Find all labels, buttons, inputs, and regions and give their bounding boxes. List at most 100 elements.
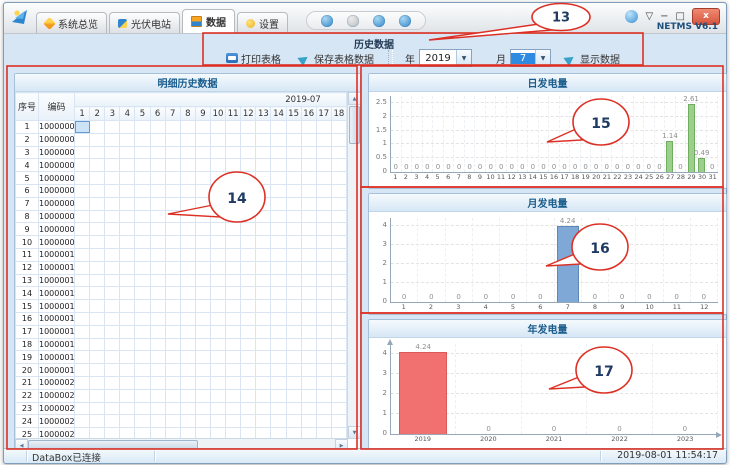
row-number-cell[interactable]: 6 (15, 183, 39, 198)
day-value-cell[interactable] (73, 375, 91, 390)
day-value-cell[interactable] (240, 260, 257, 275)
help-icon[interactable] (625, 10, 639, 23)
day-value-cell[interactable] (73, 235, 91, 249)
day-value-cell[interactable] (149, 260, 166, 275)
day-value-cell[interactable] (89, 375, 106, 390)
day-value-cell[interactable] (134, 209, 151, 224)
day-value-cell[interactable] (225, 401, 242, 416)
year-select[interactable]: 2019 ▼ (419, 49, 472, 67)
day-value-cell[interactable] (179, 414, 196, 429)
day-value-cell[interactable] (119, 222, 136, 237)
day-value-cell[interactable] (315, 388, 332, 403)
day-value-cell[interactable] (149, 132, 166, 147)
row-number-cell[interactable]: 10 (15, 235, 39, 249)
day-value-cell[interactable] (285, 260, 302, 275)
row-number-cell[interactable]: 13 (15, 273, 39, 288)
day-value-cell[interactable] (73, 299, 91, 313)
day-value-cell[interactable] (134, 132, 151, 147)
day-value-cell[interactable] (89, 350, 106, 365)
day-value-cell[interactable] (179, 247, 196, 262)
day-value-cell[interactable] (164, 311, 181, 326)
day-value-cell[interactable] (119, 235, 136, 249)
day-value-cell[interactable] (119, 414, 136, 429)
tab-settings[interactable]: 设置 (237, 12, 288, 33)
day-value-cell[interactable] (285, 401, 302, 416)
day-value-cell[interactable] (104, 286, 121, 301)
day-value-cell[interactable] (209, 132, 227, 147)
day-value-cell[interactable] (270, 260, 287, 275)
day-value-cell[interactable] (104, 414, 121, 429)
day-value-cell[interactable] (149, 222, 166, 237)
day-value-cell[interactable] (134, 273, 151, 288)
day-value-cell[interactable] (164, 196, 181, 211)
day-value-cell[interactable] (179, 388, 196, 403)
day-value-cell[interactable] (285, 337, 302, 352)
day-value-cell[interactable] (209, 299, 227, 313)
day-value-cell[interactable] (119, 337, 136, 352)
day-value-cell[interactable] (225, 299, 242, 313)
day-value-cell[interactable] (194, 247, 211, 262)
day-value-cell[interactable] (315, 350, 332, 365)
row-number-cell[interactable]: 2 (15, 132, 39, 147)
day-value-cell[interactable] (330, 171, 348, 185)
day-value-cell[interactable] (104, 260, 121, 275)
day-value-cell[interactable] (179, 183, 196, 198)
day-value-cell[interactable] (209, 145, 227, 160)
day-value-cell[interactable] (89, 273, 106, 288)
day-value-cell[interactable] (270, 273, 287, 288)
day-value-cell[interactable] (149, 375, 166, 390)
day-value-cell[interactable] (330, 414, 348, 429)
day-value-cell[interactable] (209, 222, 227, 237)
day-value-cell[interactable] (300, 363, 317, 377)
day-value-cell[interactable] (240, 375, 257, 390)
day-value-cell[interactable] (209, 171, 227, 185)
day-value-cell[interactable] (73, 363, 91, 377)
day-value-cell[interactable] (225, 158, 242, 173)
day-value-cell[interactable] (149, 273, 166, 288)
day-value-cell[interactable] (225, 324, 242, 339)
day-value-cell[interactable] (149, 145, 166, 160)
show-data-button[interactable]: 显示数据 (563, 49, 620, 67)
day-value-cell[interactable] (104, 209, 121, 224)
day-value-cell[interactable] (270, 132, 287, 147)
day-value-cell[interactable] (209, 375, 227, 390)
day-value-cell[interactable] (164, 299, 181, 313)
day-value-cell[interactable] (179, 260, 196, 275)
row-number-cell[interactable]: 19 (15, 350, 39, 365)
day-value-cell[interactable] (134, 401, 151, 416)
day-value-cell[interactable] (89, 145, 106, 160)
day-value-cell[interactable] (89, 311, 106, 326)
day-value-cell[interactable] (179, 401, 196, 416)
day-value-cell[interactable] (270, 350, 287, 365)
day-value-cell[interactable] (300, 350, 317, 365)
day-value-cell[interactable] (225, 414, 242, 429)
day-value-cell[interactable] (194, 324, 211, 339)
day-value-cell[interactable] (330, 120, 348, 134)
day-value-cell[interactable] (119, 363, 136, 377)
day-value-cell[interactable] (285, 286, 302, 301)
day-value-cell[interactable] (315, 132, 332, 147)
row-number-cell[interactable]: 17 (15, 324, 39, 339)
day-value-cell[interactable] (315, 183, 332, 198)
day-value-cell[interactable] (89, 132, 106, 147)
day-value-cell[interactable] (149, 196, 166, 211)
day-value-cell[interactable] (134, 158, 151, 173)
day-value-cell[interactable] (209, 260, 227, 275)
day-value-cell[interactable] (194, 363, 211, 377)
day-value-cell[interactable] (104, 247, 121, 262)
day-value-cell[interactable] (209, 158, 227, 173)
day-value-cell[interactable] (330, 158, 348, 173)
day-value-cell[interactable] (285, 222, 302, 237)
day-value-cell[interactable] (119, 375, 136, 390)
day-value-cell[interactable] (225, 235, 242, 249)
day-value-cell[interactable] (89, 183, 106, 198)
day-value-cell[interactable] (73, 401, 91, 416)
row-number-cell[interactable]: 8 (15, 209, 39, 224)
day-value-cell[interactable] (194, 145, 211, 160)
day-value-cell[interactable] (179, 273, 196, 288)
day-value-cell[interactable] (225, 350, 242, 365)
day-value-cell[interactable] (240, 183, 257, 198)
